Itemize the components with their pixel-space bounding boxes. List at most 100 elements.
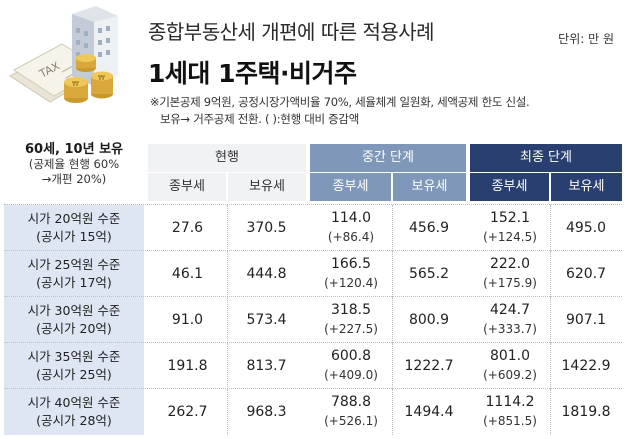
change-amount: (+409.0) <box>324 368 378 382</box>
subheader-final-boyu: 보유세 <box>551 173 622 201</box>
group-header-final: 최종 단계 <box>470 144 622 172</box>
svg-text:₩: ₩ <box>98 74 105 82</box>
column-divider <box>550 389 552 435</box>
column-divider <box>227 389 229 435</box>
cell-final-boyu: 495.0 <box>565 220 607 236</box>
value: 114.0 <box>330 210 372 226</box>
row-label-assessed: (공시가 15억) <box>36 229 112 244</box>
cell-current-jongbu: 27.6 <box>171 220 204 236</box>
svg-text:₩: ₩ <box>72 80 79 88</box>
table-row: 시가 40억원 수준 (공시가 28억) 262.7 968.3 788.8 (… <box>4 388 622 435</box>
value: 318.5 <box>330 302 372 318</box>
cell-intermediate-boyu: 1222.7 <box>404 358 454 374</box>
column-divider <box>550 343 552 389</box>
change-amount: (+851.5) <box>483 414 537 428</box>
change-amount: (+86.4) <box>327 230 375 244</box>
row-label-price: 시가 20억원 수준 <box>27 211 121 226</box>
column-divider <box>392 343 394 389</box>
row-label: 시가 40억원 수준 (공시가 28억) <box>4 389 144 435</box>
cell-current-jongbu: 191.8 <box>167 358 208 374</box>
change-amount: (+124.5) <box>483 230 537 244</box>
cell-intermediate-jongbu: 166.5 (+120.4) <box>310 251 392 297</box>
cell-intermediate-boyu: 565.2 <box>408 266 450 282</box>
cell-final-jongbu: 1114.2 (+851.5) <box>470 389 550 435</box>
footnote-line-1: ※기본공제 9억원, 공정시장가액비율 70%, 세율체계 일원화, 세액공제 … <box>150 95 530 109</box>
cell-current-jongbu: 91.0 <box>171 312 204 328</box>
change-amount: (+227.5) <box>324 322 378 336</box>
cell-intermediate-jongbu: 114.0 (+86.4) <box>310 205 392 251</box>
column-divider <box>392 251 394 297</box>
row-label-assessed: (공시가 25억) <box>36 367 112 382</box>
value: 166.5 <box>330 256 372 272</box>
cell-current-boyu: 370.5 <box>246 220 287 236</box>
cell-final-boyu: 620.7 <box>565 266 607 282</box>
row-label-assessed: (공시가 28억) <box>36 413 112 428</box>
group-header-current: 현행 <box>148 144 306 172</box>
value: 788.8 <box>330 394 372 410</box>
table-corner-header: 60세, 10년 보유 (공제율 현행 60% →개편 20%) <box>4 140 144 200</box>
column-divider <box>227 205 229 251</box>
cell-final-jongbu: 222.0 (+175.9) <box>470 251 550 297</box>
corner-line-3: →개편 20%) <box>41 172 107 186</box>
subheader-intermediate-boyu: 보유세 <box>393 173 466 201</box>
cell-current-jongbu: 46.1 <box>171 266 204 282</box>
row-label: 시가 20억원 수준 (공시가 15억) <box>4 205 144 251</box>
table-row: 시가 25억원 수준 (공시가 17억) 46.1 444.8 166.5 (+… <box>4 250 622 297</box>
cell-intermediate-jongbu: 600.8 (+409.0) <box>310 343 392 389</box>
column-divider <box>392 389 394 435</box>
value: 1114.2 <box>485 394 535 410</box>
row-label-price: 시가 40억원 수준 <box>27 395 121 410</box>
subheader-current-jongbu: 종부세 <box>148 173 226 201</box>
cell-final-boyu: 1819.8 <box>561 404 611 420</box>
change-amount: (+609.2) <box>483 368 537 382</box>
unit-label: 단위: 만 원 <box>558 32 614 46</box>
column-divider <box>227 251 229 297</box>
cell-final-boyu: 907.1 <box>565 312 607 328</box>
column-divider <box>227 297 229 343</box>
table-row: 시가 20억원 수준 (공시가 15억) 27.6 370.5 114.0 (+… <box>4 204 622 251</box>
cell-current-boyu: 573.4 <box>246 312 287 328</box>
cell-final-jongbu: 801.0 (+609.2) <box>470 343 550 389</box>
row-label-assessed: (공시가 20억) <box>36 321 112 336</box>
value: 222.0 <box>489 256 531 272</box>
row-label: 시가 35억원 수준 (공시가 25억) <box>4 343 144 389</box>
row-label-price: 시가 35억원 수준 <box>27 349 121 364</box>
change-amount: (+175.9) <box>483 276 537 290</box>
column-divider <box>550 205 552 251</box>
group-header-intermediate: 중간 단계 <box>310 144 466 172</box>
row-label: 시가 25억원 수준 (공시가 17억) <box>4 251 144 297</box>
footnote-line-2: 보유→ 거주공제 전환. ( ):현행 대비 증감액 <box>160 112 359 126</box>
column-divider <box>392 297 394 343</box>
value: 152.1 <box>489 210 531 226</box>
row-label-assessed: (공시가 17억) <box>36 275 112 290</box>
column-divider <box>392 205 394 251</box>
corner-line-1: 60세, 10년 보유 <box>24 142 123 157</box>
subheader-current-boyu: 보유세 <box>228 173 306 201</box>
column-divider <box>227 343 229 389</box>
subheader-intermediate-jongbu: 종부세 <box>310 173 391 201</box>
change-amount: (+526.1) <box>324 414 378 428</box>
page-title: 종합부동산세 개편에 따른 적용사례 <box>148 20 435 44</box>
column-divider <box>550 251 552 297</box>
cell-intermediate-jongbu: 318.5 (+227.5) <box>310 297 392 343</box>
row-label: 시가 30억원 수준 (공시가 20억) <box>4 297 144 343</box>
corner-line-2: (공제율 현행 60% <box>28 157 120 171</box>
coin-stack-icon: ₩ ₩ <box>64 54 113 103</box>
table-row: 시가 35억원 수준 (공시가 25억) 191.8 813.7 600.8 (… <box>4 342 622 389</box>
tax-illustration: TAX ₩ ₩ <box>9 6 118 103</box>
cell-current-jongbu: 262.7 <box>167 404 208 420</box>
cell-current-boyu: 968.3 <box>246 404 287 420</box>
cell-intermediate-boyu: 456.9 <box>408 220 450 236</box>
column-divider <box>550 297 552 343</box>
change-amount: (+120.4) <box>324 276 378 290</box>
change-amount: (+333.7) <box>483 322 537 336</box>
value: 801.0 <box>489 348 531 364</box>
cell-intermediate-boyu: 800.9 <box>408 312 450 328</box>
subheader-final-jongbu: 종부세 <box>470 173 549 201</box>
row-label-price: 시가 25억원 수준 <box>27 257 121 272</box>
cell-current-boyu: 813.7 <box>246 358 287 374</box>
page-subtitle: 1세대 1주택·비거주 <box>148 59 357 88</box>
row-label-price: 시가 30억원 수준 <box>27 303 121 318</box>
cell-intermediate-jongbu: 788.8 (+526.1) <box>310 389 392 435</box>
value: 600.8 <box>330 348 372 364</box>
